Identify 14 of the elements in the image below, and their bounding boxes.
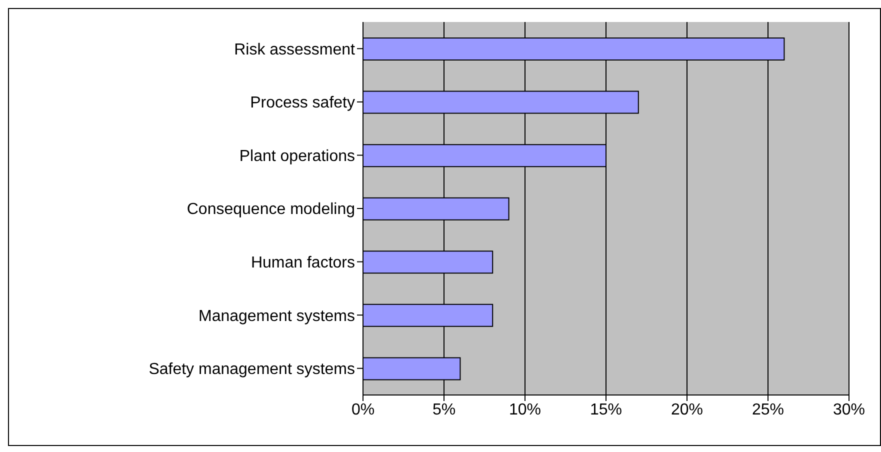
y-tick-label: Risk assessment: [234, 41, 356, 58]
x-tick-label: 25%: [752, 401, 784, 418]
y-tick-label: Human factors: [250, 254, 355, 272]
y-tick-label: Process safety: [250, 94, 355, 112]
x-tick-label: 10%: [508, 401, 542, 418]
x-tick-label: 30%: [832, 401, 866, 418]
x-tick-label: 5%: [432, 401, 456, 418]
y-tick-label: Safety management systems: [148, 361, 355, 378]
y-tick-label: Consequence modeling: [186, 201, 355, 218]
y-tick-label: Management systems: [198, 308, 355, 325]
x-tick-label: 15%: [590, 401, 622, 418]
x-tick-label: 0%: [351, 401, 375, 418]
x-tick-label: 20%: [670, 401, 704, 418]
y-tick-label: Plant operations: [239, 148, 355, 165]
